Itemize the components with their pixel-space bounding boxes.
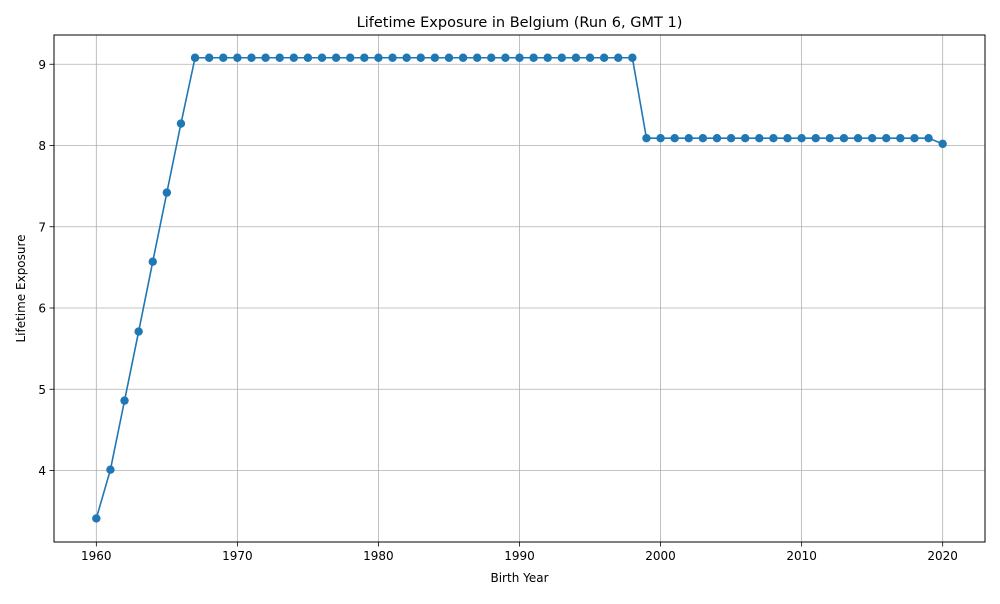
x-tick-label: 1980 bbox=[363, 549, 394, 563]
data-point bbox=[853, 133, 863, 143]
data-point bbox=[472, 53, 482, 62]
data-point bbox=[811, 133, 820, 143]
data-point bbox=[783, 133, 792, 143]
y-axis-label: Lifetime Exposure bbox=[14, 234, 28, 342]
data-point bbox=[614, 53, 623, 62]
data-point bbox=[487, 53, 496, 62]
data-point bbox=[825, 133, 835, 143]
data-point bbox=[656, 133, 665, 143]
data-point bbox=[444, 53, 454, 62]
data-point bbox=[571, 53, 581, 62]
y-tick-label: 6 bbox=[38, 302, 46, 316]
data-point bbox=[430, 53, 440, 62]
chart-title: Lifetime Exposure in Belgium (Run 6, GMT… bbox=[357, 15, 683, 31]
data-point bbox=[515, 53, 524, 62]
data-point bbox=[642, 133, 651, 143]
data-point bbox=[346, 53, 355, 62]
data-point bbox=[924, 133, 933, 143]
data-point bbox=[458, 53, 468, 62]
data-point bbox=[204, 53, 214, 62]
data-point bbox=[331, 53, 341, 62]
data-point bbox=[628, 53, 637, 62]
x-tick-label: 2020 bbox=[927, 549, 958, 563]
data-point bbox=[712, 133, 722, 143]
y-tick-label: 9 bbox=[38, 58, 46, 72]
y-tick-label: 5 bbox=[38, 383, 46, 397]
data-point bbox=[529, 53, 538, 62]
grid bbox=[54, 35, 985, 542]
data-point bbox=[585, 53, 595, 62]
data-point bbox=[769, 133, 778, 143]
data-point bbox=[557, 53, 567, 62]
plot-frame bbox=[53, 34, 986, 543]
data-point bbox=[797, 133, 806, 143]
data-point bbox=[910, 133, 919, 143]
x-axis-label: Birth Year bbox=[490, 571, 548, 585]
data-point bbox=[896, 133, 905, 143]
x-tick-label: 2010 bbox=[786, 549, 817, 563]
data-point bbox=[275, 53, 284, 62]
x-tick-label: 1970 bbox=[222, 549, 253, 563]
data-point bbox=[233, 53, 242, 62]
data-point bbox=[219, 53, 228, 62]
data-point bbox=[755, 133, 764, 143]
axis-ticks: 1960 1970 1980 1990 2000 2010 2020 4 5 6 7 8 9 bbox=[38, 58, 958, 563]
data-point bbox=[360, 53, 369, 62]
data-point bbox=[162, 188, 172, 197]
data-point bbox=[247, 53, 256, 62]
data-point bbox=[190, 53, 200, 62]
y-tick-label: 8 bbox=[38, 139, 46, 153]
x-tick-label: 2000 bbox=[645, 549, 676, 563]
data-point bbox=[684, 133, 693, 143]
data-point bbox=[599, 53, 609, 62]
data-point bbox=[176, 119, 186, 128]
data-point bbox=[402, 53, 411, 62]
data-point bbox=[543, 53, 552, 62]
data-point bbox=[289, 53, 299, 62]
data-point bbox=[698, 133, 708, 143]
data-point bbox=[261, 53, 270, 62]
data-point bbox=[148, 257, 157, 266]
data-point bbox=[501, 53, 510, 62]
data-point bbox=[726, 133, 736, 143]
y-tick-label: 4 bbox=[38, 464, 46, 478]
x-tick-label: 1990 bbox=[504, 549, 535, 563]
data-point bbox=[839, 133, 849, 143]
data-point bbox=[92, 514, 101, 523]
series bbox=[92, 53, 947, 523]
data-point bbox=[374, 53, 383, 62]
data-point bbox=[388, 53, 397, 62]
data-point bbox=[303, 53, 313, 62]
data-point bbox=[670, 133, 679, 143]
data-point bbox=[120, 396, 129, 405]
data-point bbox=[938, 139, 947, 149]
y-tick-label: 7 bbox=[38, 220, 46, 234]
data-point bbox=[317, 53, 327, 62]
data-point bbox=[867, 133, 877, 143]
data-point bbox=[882, 133, 891, 143]
x-tick-label: 1960 bbox=[81, 549, 112, 563]
data-point bbox=[106, 465, 115, 474]
data-point bbox=[740, 133, 750, 143]
data-point bbox=[416, 53, 425, 62]
data-point bbox=[134, 327, 143, 336]
